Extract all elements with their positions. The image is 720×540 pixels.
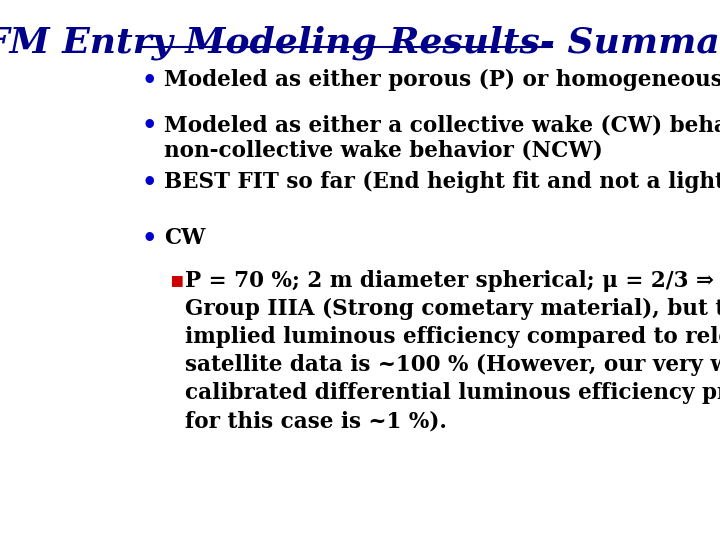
Text: BEST FIT so far (End height fit and not a light curve fit):: BEST FIT so far (End height fit and not …: [164, 171, 720, 193]
Text: •: •: [142, 114, 158, 138]
Text: Modeled as either a collective wake (CW) behavior or as
non-collective wake beha: Modeled as either a collective wake (CW)…: [164, 114, 720, 161]
Text: •: •: [142, 69, 158, 92]
Text: •: •: [142, 171, 158, 194]
Text: TPFM Entry Modeling Results- Summary: TPFM Entry Modeling Results- Summary: [0, 25, 720, 60]
Text: CW: CW: [164, 227, 206, 249]
Text: P = 70 %; 2 m diameter spherical; μ = 2/3 ⇒ Bolide
Group IIIA (Strong cometary m: P = 70 %; 2 m diameter spherical; μ = 2/…: [185, 270, 720, 432]
Text: •: •: [142, 227, 158, 251]
Text: Modeled as either porous (P) or homogeneous (H) body: Modeled as either porous (P) or homogene…: [164, 69, 720, 91]
Text: ▪: ▪: [169, 270, 184, 290]
